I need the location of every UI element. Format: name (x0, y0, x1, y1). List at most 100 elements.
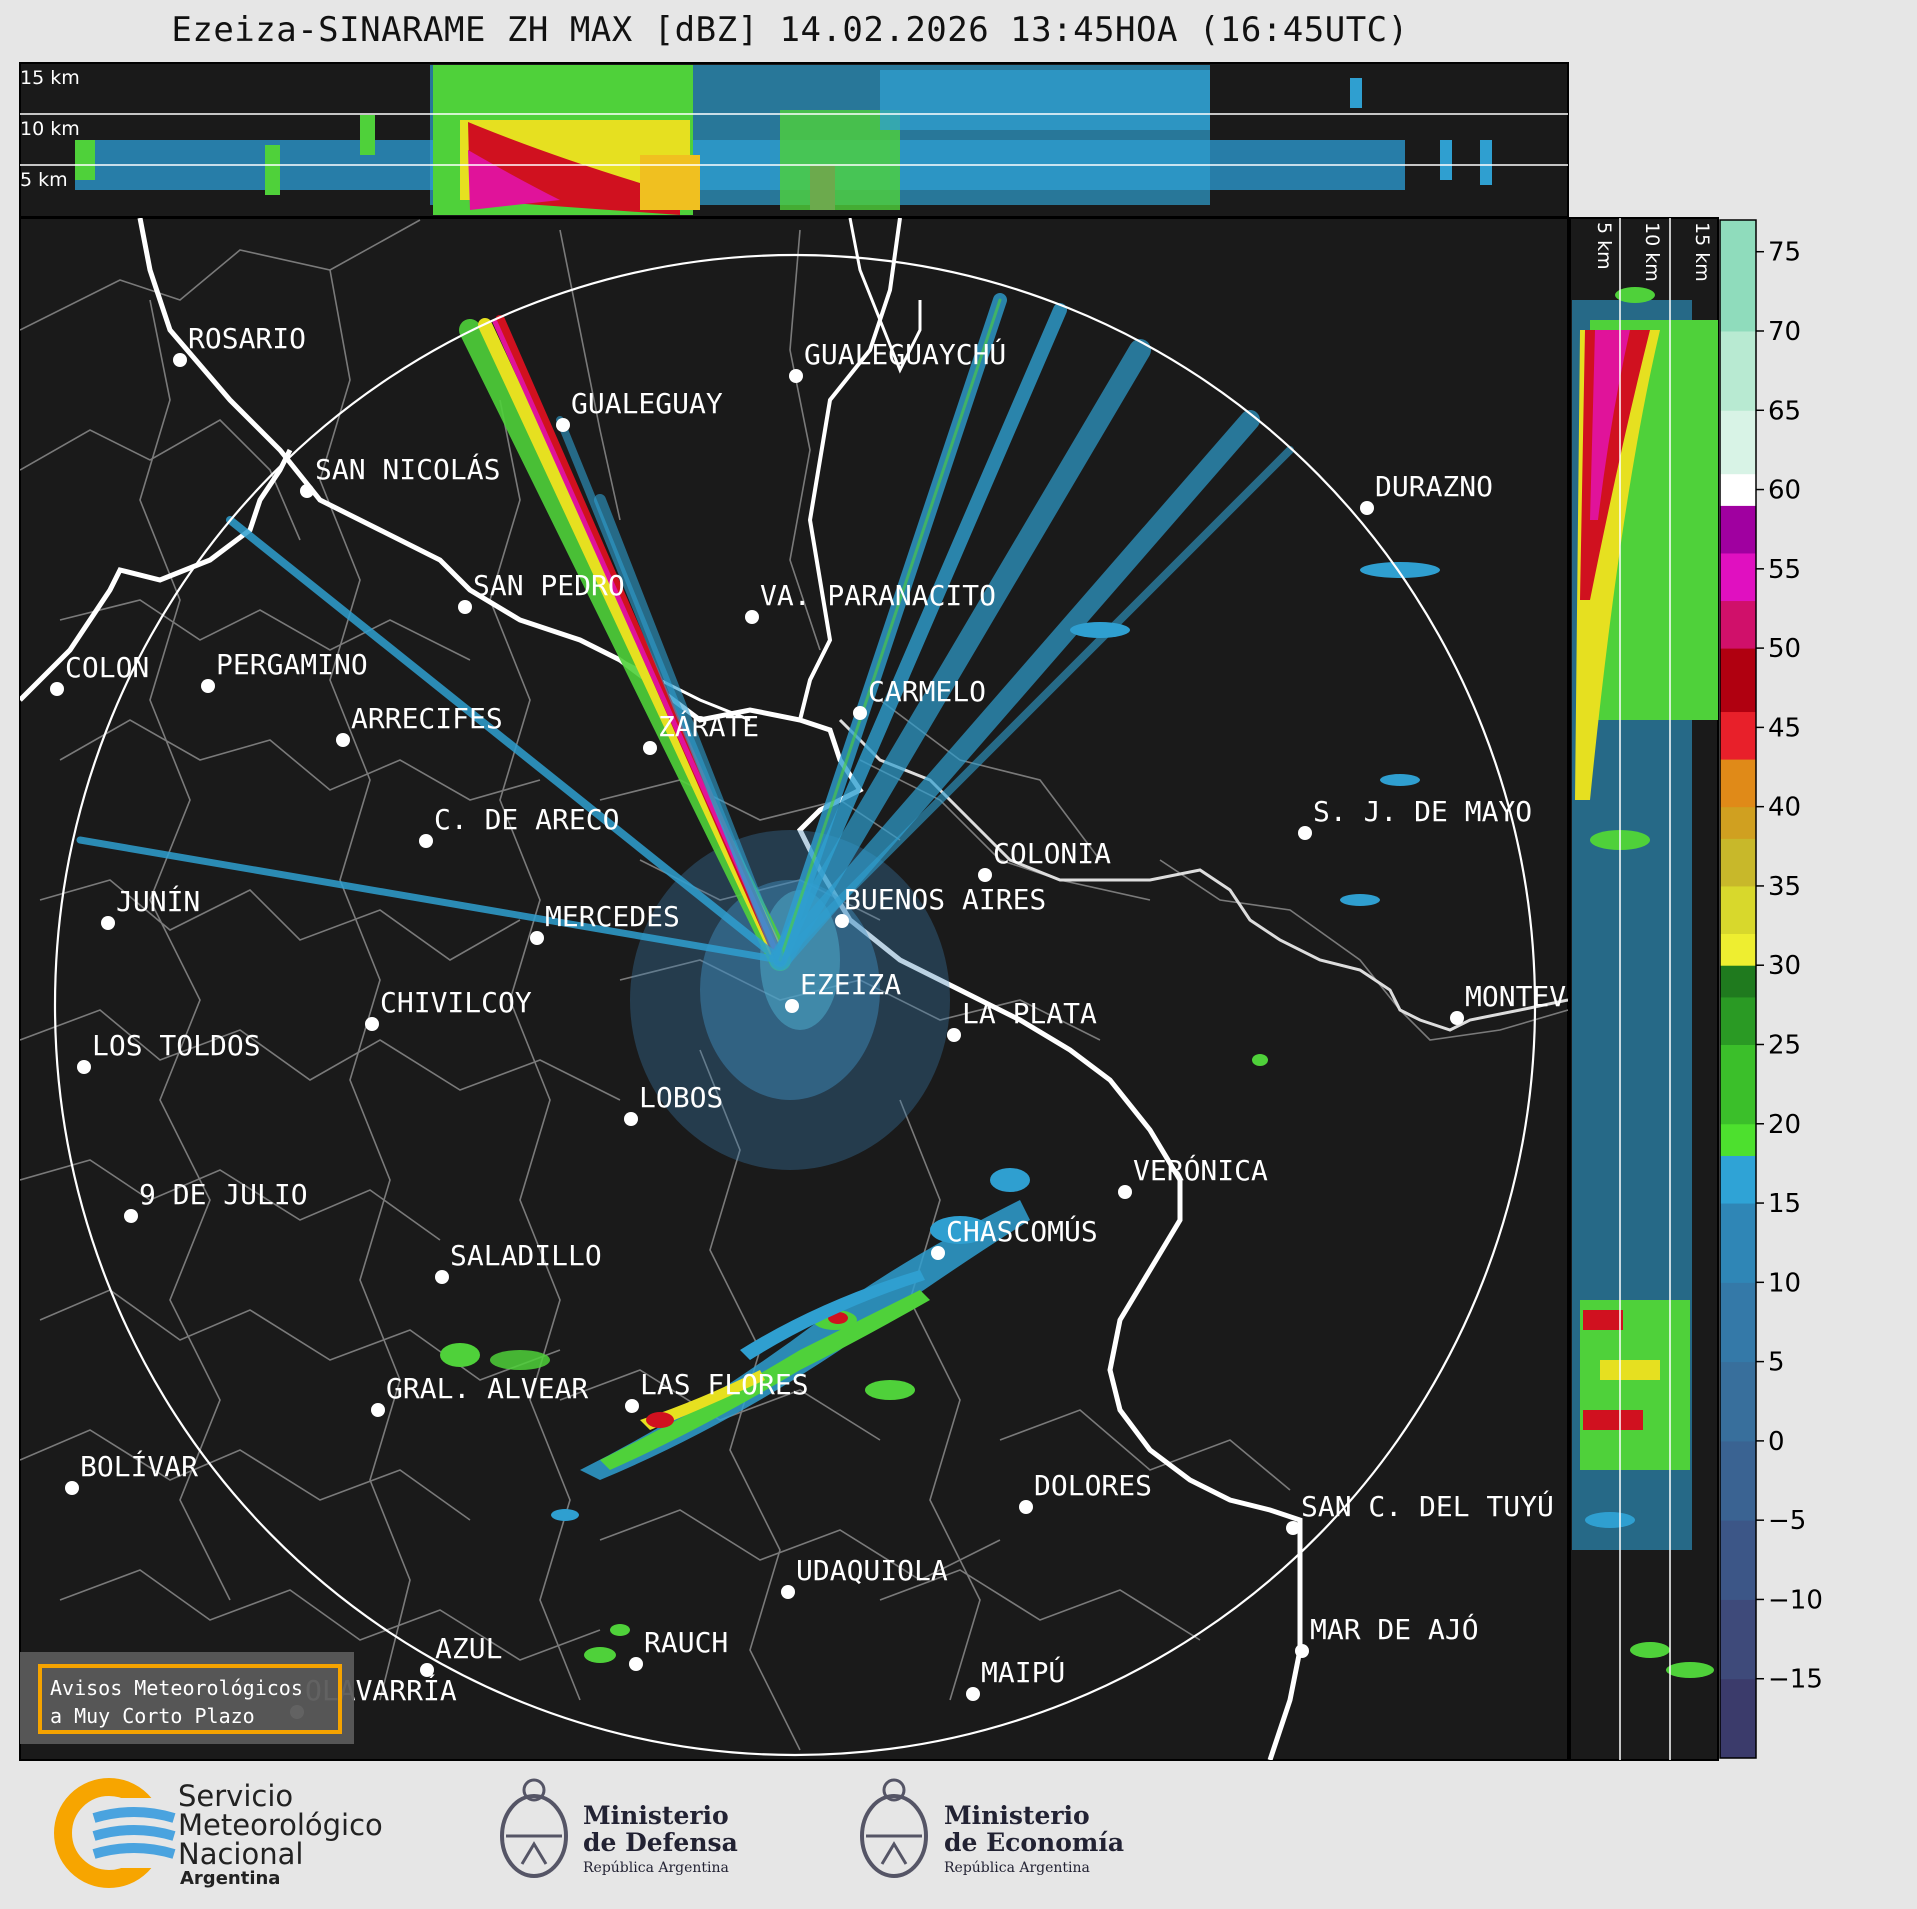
colorbar-segment (1720, 648, 1756, 713)
city-marker-icon (336, 733, 350, 747)
city-label: SAN PEDRO (473, 569, 625, 602)
colorbar-segment (1720, 806, 1756, 839)
colorbar-segment (1720, 1203, 1756, 1283)
colorbar-segment (1720, 1155, 1756, 1204)
colorbar-segment (1720, 838, 1756, 887)
colorbar-tick-label: 65 (1768, 396, 1801, 426)
coastline (20, 218, 1303, 1760)
smn-name: Servicio Meteorológico Nacional (178, 1779, 383, 1871)
top-height-label: 15 km (20, 67, 80, 89)
city-marker-icon (625, 1399, 639, 1413)
city-marker-icon (1295, 1644, 1309, 1658)
colorbar-segment (1720, 330, 1756, 411)
city-marker-icon (629, 1657, 643, 1671)
smn-country: Argentina (180, 1868, 281, 1889)
side-height-label: 5 km (1593, 222, 1615, 270)
colorbar-tick-label: 0 (1768, 1427, 1785, 1457)
city-marker-icon (419, 834, 433, 848)
colorbar-segment (1720, 996, 1756, 1045)
colorbar-tick-label: −10 (1768, 1585, 1823, 1615)
colorbar-tick-label: 55 (1768, 555, 1801, 585)
colorbar-segment (1720, 552, 1756, 602)
city-marker-icon (978, 868, 992, 882)
city-label: MAR DE AJÓ (1310, 1612, 1479, 1646)
colorbar-tick-label: 35 (1768, 872, 1801, 902)
colorbar-tick-label: 10 (1768, 1268, 1801, 1298)
colorbar-segment (1720, 1282, 1756, 1363)
city-label: ZÁRATE (658, 709, 759, 743)
city-marker-icon (101, 916, 115, 930)
warning-line-2: a Muy Corto Plazo (50, 1704, 255, 1728)
colorbar-segment (1720, 220, 1756, 332)
colorbar-segment (1720, 1440, 1756, 1521)
colorbar-tick-label: 75 (1768, 238, 1801, 268)
top-height-label: 5 km (20, 169, 68, 191)
city-label: BUENOS AIRES (844, 883, 1046, 916)
city-marker-icon (124, 1209, 138, 1223)
top-echo-profile (75, 65, 1492, 215)
colorbar-segment (1720, 1520, 1756, 1600)
city-marker-icon (1450, 1011, 1464, 1025)
colorbar-segment (1720, 933, 1756, 966)
colorbar-segment (1720, 759, 1756, 808)
defensa-name: Ministerio de Defensa (583, 1801, 738, 1857)
city-marker-icon (173, 353, 187, 367)
defensa-sub: República Argentina (583, 1860, 729, 1876)
colorbar-tick-label: −15 (1768, 1665, 1823, 1695)
city-label: VERÓNICA (1133, 1153, 1268, 1187)
city-label: MAIPÚ (981, 1655, 1065, 1689)
city-marker-icon (624, 1112, 638, 1126)
colorbar-segment (1720, 473, 1756, 506)
city-marker-icon (300, 484, 314, 498)
city-marker-icon (1360, 501, 1374, 515)
city-marker-icon (853, 706, 867, 720)
city-marker-icon (947, 1028, 961, 1042)
side-height-label: 10 km (1641, 222, 1663, 282)
colorbar-tick-label: −5 (1768, 1506, 1806, 1536)
colorbar-segment (1720, 600, 1756, 649)
precipitation-band (440, 562, 1440, 1663)
smn-logo-icon (54, 1778, 179, 1888)
city-label: LA PLATA (962, 997, 1097, 1030)
city-label: GUALEGUAYCHÚ (804, 337, 1006, 371)
colorbar-tick-label: 50 (1768, 634, 1801, 664)
city-label: SAN C. DEL TUYÚ (1301, 1489, 1554, 1523)
city-marker-icon (789, 369, 803, 383)
city-label: GRAL. ALVEAR (386, 1372, 588, 1405)
city-label: COLONIA (993, 837, 1111, 870)
city-label: SALADILLO (450, 1239, 602, 1272)
colorbar-tick-label: 40 (1768, 793, 1801, 823)
coat-of-arms-icon (500, 1778, 568, 1878)
city-label: COLON (65, 651, 149, 684)
colorbar-segment (1720, 711, 1756, 760)
radar-strobes (76, 293, 1294, 971)
colorbar-tick-label: 15 (1768, 1189, 1801, 1219)
city-marker-icon (1286, 1521, 1300, 1535)
city-label: VA. PARANACITO (760, 579, 996, 612)
colorbar-tick-label: 5 (1768, 1348, 1785, 1378)
city-label: PERGAMINO (216, 648, 368, 681)
city-label: LAS FLORES (640, 1368, 809, 1401)
warning-box[interactable]: Avisos Meteorológicos a Muy Corto Plazo (38, 1664, 342, 1734)
city-label: EZEIZA (800, 968, 901, 1001)
city-marker-icon (931, 1246, 945, 1260)
city-marker-icon (530, 931, 544, 945)
city-label: SAN NICOLÁS (315, 452, 500, 486)
city-label: GUALEGUAY (571, 387, 723, 420)
city-label: MONTEV (1465, 980, 1566, 1013)
city-marker-icon (835, 914, 849, 928)
city-label: RAUCH (644, 1626, 728, 1659)
city-marker-icon (458, 600, 472, 614)
colorbar-segment (1720, 885, 1756, 935)
economia-name: Ministerio de Economía (944, 1801, 1125, 1857)
colorbar-tick-label: 70 (1768, 317, 1801, 347)
coat-of-arms-icon (860, 1778, 928, 1878)
city-label: ROSARIO (188, 322, 306, 355)
colorbar-segment (1720, 965, 1756, 998)
colorbar-frame (1719, 219, 1757, 1759)
top-height-label: 10 km (20, 118, 80, 140)
city-marker-icon (1019, 1500, 1033, 1514)
radar-site-icon (785, 999, 799, 1013)
